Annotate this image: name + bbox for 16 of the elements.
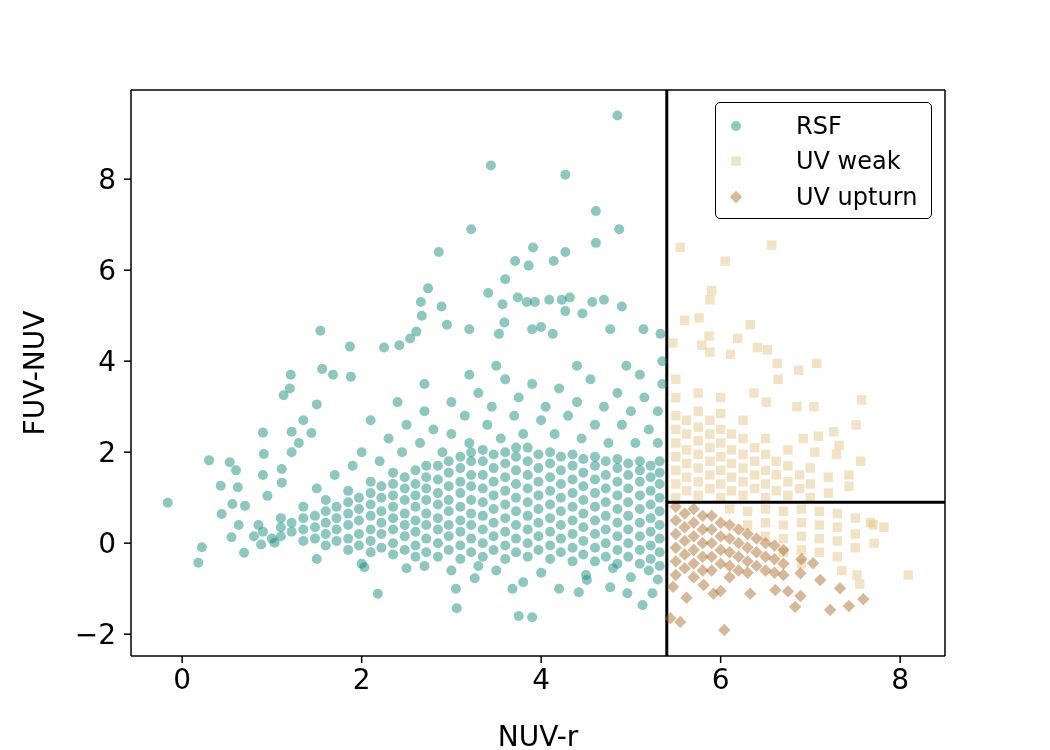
- legend-label: UV weak: [796, 147, 901, 176]
- x-tick-label: 4: [532, 662, 551, 696]
- y-tick-label: 4: [98, 345, 116, 379]
- x-tick-label: 2: [352, 662, 371, 696]
- x-tick-label: 0: [173, 662, 192, 696]
- legend-label: RSF: [796, 111, 842, 140]
- x-axis-title: NUV-r: [497, 720, 579, 750]
- legend-label: UV upturn: [796, 182, 918, 211]
- y-tick-label: 2: [98, 436, 116, 470]
- x-tick-label: 6: [711, 662, 730, 696]
- x-tick-label: 8: [891, 662, 910, 696]
- y-tick-label: −2: [74, 618, 116, 652]
- y-tick-label: 6: [98, 254, 116, 288]
- y-axis-title: FUV-NUV: [17, 310, 51, 436]
- y-tick-label: 8: [98, 163, 116, 197]
- y-tick-label: 0: [98, 527, 116, 561]
